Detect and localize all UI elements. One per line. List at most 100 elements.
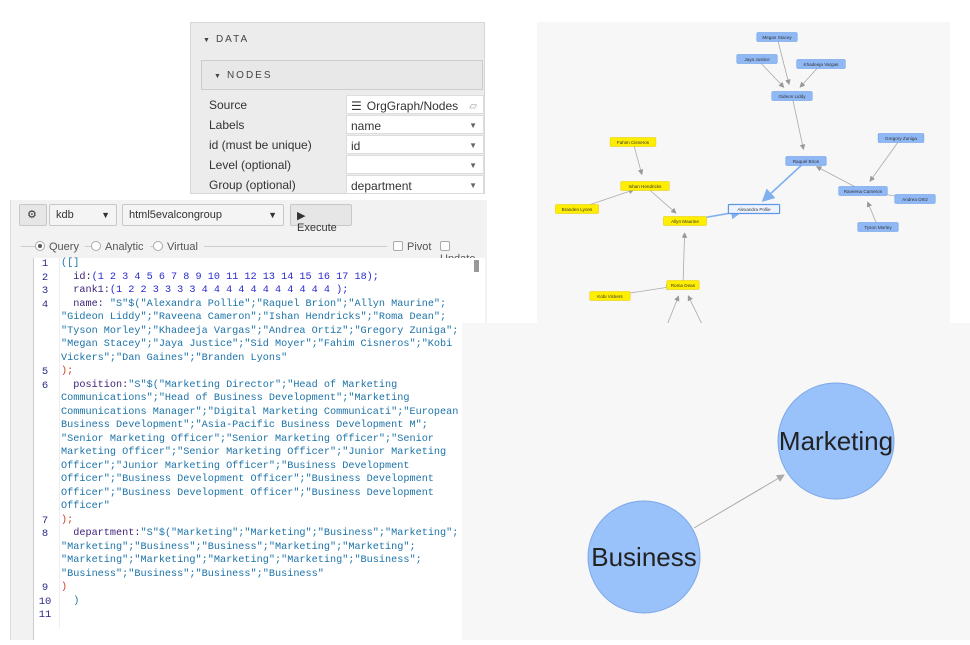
data-section-header[interactable]: ▼ DATA <box>203 34 250 45</box>
graph-node[interactable]: Roma Dean <box>666 280 700 290</box>
graph-node[interactable]: Kobi Vickers <box>589 291 631 301</box>
caret-down-icon: ▼ <box>268 210 277 220</box>
code-line: "Gideon Liddy";"Raveena Cameron";"Ishan … <box>61 312 447 323</box>
graph-node[interactable]: Branden Lyons <box>555 204 599 214</box>
field-select[interactable]: ▼ <box>346 155 484 174</box>
field-row: Source ☰ OrgGraph/Nodes ▱ <box>209 95 484 114</box>
group-graph-view[interactable]: Marketing Business <box>462 323 970 640</box>
gears-icon: ⚙ <box>27 209 37 221</box>
graph-node-label: Fahim Cisneros <box>617 140 650 145</box>
pivot-checkbox[interactable]: Pivot <box>387 241 438 253</box>
scrollbar-thumb[interactable] <box>474 260 479 272</box>
graph-node-label: Ishan Hendricks <box>629 184 663 189</box>
code-line: rank1:(1 2 2 3 3 3 3 4 4 4 4 4 4 4 4 4 4… <box>61 285 349 296</box>
org-graph-canvas[interactable]: Megan Stacey Jaya Justice Khadeeja Vargas G… <box>537 22 950 354</box>
group-node-business[interactable] <box>587 500 701 614</box>
line-number: 11 <box>38 609 52 621</box>
graph-node[interactable]: Allyn Maurine <box>663 216 707 226</box>
code-line: id:(1 2 3 4 5 6 7 8 9 10 11 12 13 14 15 … <box>61 271 379 283</box>
caret-down-icon: ▼ <box>214 73 221 80</box>
graph-edge <box>658 295 680 346</box>
graph-node-label: Raquel Brion <box>793 159 820 164</box>
radio-analytic[interactable]: Analytic <box>91 241 150 253</box>
field-select[interactable]: ☰ OrgGraph/Nodes ▱ <box>346 95 484 114</box>
graph-node-label: Gregory Zuniga <box>885 136 917 141</box>
code-line: ([] <box>61 258 80 269</box>
caret-down-icon: ▼ <box>469 121 477 130</box>
field-select[interactable]: department ▼ <box>346 175 484 194</box>
graph-node[interactable]: Gregory Zuniga <box>877 133 925 143</box>
line-number: 5 <box>41 366 49 378</box>
line-number: 8 <box>41 528 49 540</box>
caret-down-icon: ▼ <box>101 210 110 220</box>
connection-select[interactable]: kdb ▼ <box>49 204 117 226</box>
settings-button[interactable]: ⚙ <box>19 204 47 226</box>
code-line: "Business";"Business";"Business";"Busine… <box>61 568 324 580</box>
graph-edge <box>869 137 902 182</box>
field-label: Source <box>209 98 248 112</box>
caret-down-icon: ▼ <box>203 37 210 44</box>
line-number: 4 <box>41 298 49 311</box>
graph-node[interactable]: Jaya Justice <box>736 54 778 64</box>
code-line: "Megan Stacey";"Jaya Justice";"Sid Moyer… <box>61 339 453 350</box>
group-node-marketing[interactable] <box>777 382 895 500</box>
graph-node-label: Roma Dean <box>671 283 696 288</box>
line-number: 10 <box>38 595 52 608</box>
nodes-section-header[interactable]: ▼ NODES <box>201 60 483 90</box>
code-line: Communications";"Head of Business Develo… <box>61 393 410 404</box>
field-select[interactable]: name ▼ <box>346 115 484 134</box>
code-line: ); <box>61 366 74 377</box>
field-select[interactable]: id ▼ <box>346 135 484 154</box>
graph-edge <box>687 295 715 350</box>
eraser-icon[interactable]: ▱ <box>469 101 477 112</box>
graph-node-label: Raveena Cameron <box>844 189 883 194</box>
caret-down-icon: ▼ <box>469 161 477 170</box>
query-panel: ⚙ kdb ▼ html5evalcongroup ▼ ▶ Execute Quer… <box>10 200 487 640</box>
graph-node-label: Branden Lyons <box>562 207 593 212</box>
line-number: 1 <box>41 258 49 270</box>
code-line: ); <box>61 514 74 526</box>
graph-node[interactable]: Alexandra Pollie <box>727 203 781 215</box>
code-line: "Marketing";"Business";"Business";"Marke… <box>61 541 416 553</box>
graph-node[interactable]: Gideon Liddy <box>771 91 813 101</box>
code-line: name: "S"$("Alexandra Pollie";"Raquel Br… <box>61 298 447 310</box>
group-graph-canvas[interactable]: Marketing Business <box>462 323 970 640</box>
database-icon: ☰ <box>351 99 362 113</box>
graph-node-label: Tyson Morley <box>864 225 892 230</box>
group-label: Marketing <box>779 426 893 456</box>
code-line: "Tyson Morley";"Khadeeja Vargas";"Andrea… <box>61 325 459 337</box>
caret-down-icon: ▼ <box>469 141 477 150</box>
code-line: ) <box>61 595 80 607</box>
field-label: id (must be unique) <box>209 138 312 152</box>
graph-node[interactable]: Raquel Brion <box>785 156 827 166</box>
code-line: Officer";"Business Development Officer";… <box>61 474 434 485</box>
graph-node[interactable]: Tyson Morley <box>857 222 899 232</box>
code-line: Marketing Officer";"Senior Marketing Off… <box>61 447 447 458</box>
line-number: 2 <box>41 271 49 284</box>
graph-node[interactable]: Fahim Cisneros <box>609 137 657 147</box>
group-label: Business <box>591 542 697 572</box>
graph-node[interactable]: Khadeeja Vargas <box>796 59 846 69</box>
radio-query[interactable]: Query <box>35 241 85 253</box>
code-line: Officer";"Business Development Officer";… <box>61 487 434 499</box>
code-line: ) <box>61 582 68 593</box>
code-editor[interactable]: 1 ([] 2 id:(1 2 3 4 5 6 7 8 9 10 11 12 13 … <box>33 258 485 640</box>
caret-down-icon: ▼ <box>469 181 477 190</box>
execute-button[interactable]: ▶ Execute <box>290 204 352 234</box>
graph-node[interactable]: Ishan Hendricks <box>620 181 670 191</box>
graph-node[interactable]: Raveena Cameron <box>838 186 888 196</box>
radio-virtual[interactable]: Virtual <box>153 241 204 253</box>
code-line: position:"S"$("Marketing Director";"Head… <box>61 379 398 391</box>
graph-edge <box>791 95 806 151</box>
org-graph-view[interactable]: Megan Stacey Jaya Justice Khadeeja Vargas G… <box>537 22 950 354</box>
code-line: "Senior Marketing Officer";"Senior Marke… <box>61 433 434 445</box>
graph-node-label: Allyn Maurine <box>671 219 699 224</box>
graph-node-label: Kobi Vickers <box>597 294 623 299</box>
code-line: Officer";"Junior Marketing Officer";"Bus… <box>61 460 410 472</box>
target-select[interactable]: html5evalcongroup ▼ <box>122 204 284 226</box>
graph-node[interactable]: Megan Stacey <box>756 32 798 42</box>
graph-node-label: Megan Stacey <box>762 35 792 40</box>
graph-node[interactable]: Andrea Ortiz <box>894 194 936 204</box>
code-line: Communications Manager";"Digital Marketi… <box>61 406 459 418</box>
field-label: Group (optional) <box>209 178 296 192</box>
